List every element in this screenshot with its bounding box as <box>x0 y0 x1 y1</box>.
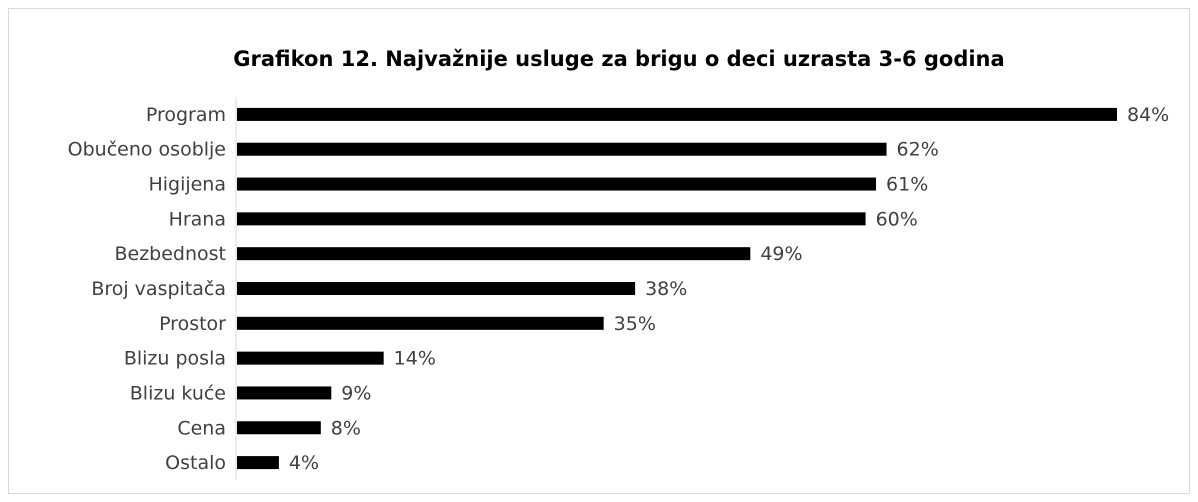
value-label: 8% <box>331 417 361 439</box>
category-label: Cena <box>177 417 226 439</box>
bar <box>237 177 877 191</box>
value-label: 9% <box>341 382 371 404</box>
value-label: 60% <box>876 208 918 230</box>
bar <box>237 212 866 226</box>
bar <box>237 456 279 470</box>
value-label: 14% <box>394 348 436 370</box>
category-label: Hrana <box>169 208 226 230</box>
value-label: 84% <box>1127 104 1169 126</box>
chart-title: Grafikon 12. Najvažnije usluge za brigu … <box>233 47 1004 71</box>
bar <box>237 282 636 295</box>
category-label: Higijena <box>148 174 226 196</box>
category-label: Bezbednost <box>114 243 226 265</box>
category-label: Broj vaspitača <box>91 278 226 300</box>
category-label: Prostor <box>159 313 226 335</box>
category-label: Ostalo <box>165 452 226 474</box>
value-label: 35% <box>614 313 656 335</box>
value-label: 38% <box>645 278 687 300</box>
bar <box>237 386 332 400</box>
bar <box>237 316 604 330</box>
bar <box>237 421 321 435</box>
category-label: Program <box>146 104 226 126</box>
bar <box>237 247 751 261</box>
category-label: Obučeno osoblje <box>68 139 226 161</box>
value-label: 61% <box>886 174 928 196</box>
category-label: Blizu posla <box>124 348 226 370</box>
bar <box>237 142 887 156</box>
value-label: 49% <box>760 243 802 265</box>
value-label: 62% <box>897 139 939 161</box>
bar <box>237 107 1117 121</box>
category-label: Blizu kuće <box>130 382 226 404</box>
bar <box>237 351 384 365</box>
value-label: 4% <box>289 452 319 474</box>
